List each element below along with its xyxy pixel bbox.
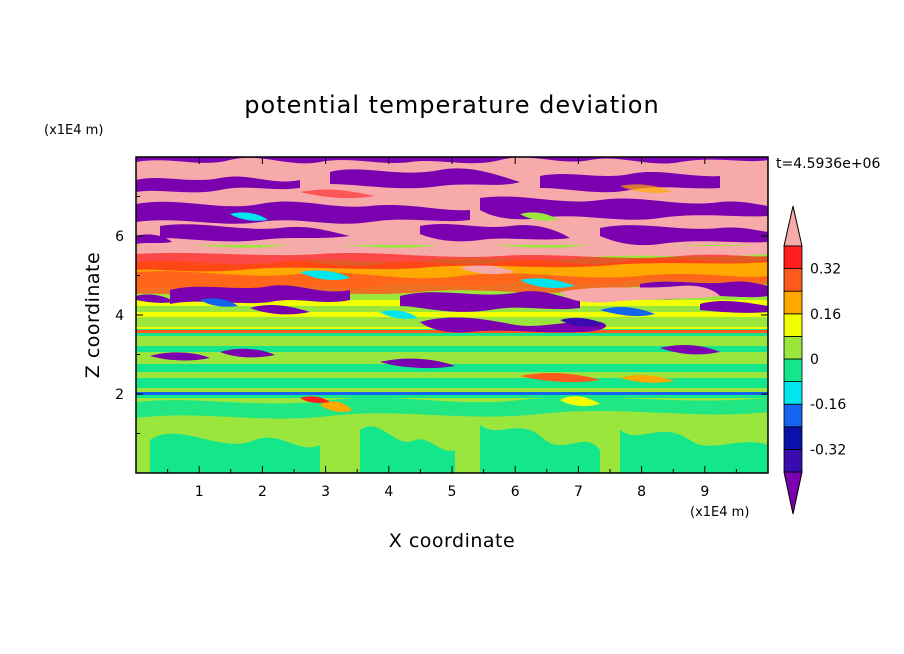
x-tick-label: 3 bbox=[321, 484, 330, 500]
x-axis-label: X coordinate bbox=[389, 530, 515, 552]
colorbar-extend-max bbox=[783, 205, 803, 247]
colorbar-segment bbox=[783, 268, 803, 292]
colorbar-segment bbox=[783, 403, 803, 428]
x-tick-label: 8 bbox=[637, 484, 646, 500]
lower-layer-pattern bbox=[136, 396, 768, 473]
colorbar-segment bbox=[783, 381, 803, 405]
chart-title: potential temperature deviation bbox=[244, 91, 659, 119]
colorbar-label: 0.32 bbox=[810, 262, 841, 278]
colorbar-segment bbox=[783, 313, 803, 337]
y-unit-label: (x1E4 m) bbox=[44, 123, 103, 138]
colorbar-segment bbox=[783, 448, 803, 473]
colorbar-extend-min bbox=[783, 471, 803, 515]
x-tick-label: 6 bbox=[511, 484, 520, 500]
x-tick-label: 4 bbox=[384, 484, 393, 500]
upper-mixed-layer bbox=[136, 240, 768, 333]
x-tick-label: 1 bbox=[195, 484, 204, 500]
colorbar-segment bbox=[783, 335, 803, 360]
x-tick-label: 7 bbox=[574, 484, 583, 500]
colorbar-segment bbox=[783, 358, 803, 383]
x-axis-ticks: 1 2 3 4 5 6 7 8 9 bbox=[167, 157, 737, 500]
top-layer-pattern bbox=[136, 157, 768, 246]
colorbar-segment bbox=[783, 426, 803, 450]
time-label: t=4.5936e+06 bbox=[776, 156, 880, 172]
x-unit-label: (x1E4 m) bbox=[690, 505, 749, 520]
contour-plot-area bbox=[136, 157, 768, 473]
colorbar: 0.32 0.16 0 -0.16 -0.32 bbox=[783, 205, 846, 515]
y-tick-label: 4 bbox=[115, 308, 124, 324]
y-tick-label: 6 bbox=[115, 229, 124, 245]
x-tick-label: 9 bbox=[700, 484, 709, 500]
colorbar-segment bbox=[783, 290, 803, 315]
y-axis-ticks: 2 4 6 bbox=[115, 196, 768, 434]
y-tick-label: 2 bbox=[115, 387, 124, 403]
colorbar-label: -0.16 bbox=[810, 397, 846, 413]
middle-layer-bands bbox=[136, 327, 768, 395]
x-tick-label: 2 bbox=[258, 484, 267, 500]
x-tick-label: 5 bbox=[448, 484, 457, 500]
colorbar-label: -0.32 bbox=[810, 442, 846, 458]
y-axis-label: Z coordinate bbox=[82, 252, 104, 378]
colorbar-label: 0 bbox=[810, 352, 819, 368]
colorbar-segment bbox=[783, 245, 803, 270]
colorbar-label: 0.16 bbox=[810, 307, 841, 323]
